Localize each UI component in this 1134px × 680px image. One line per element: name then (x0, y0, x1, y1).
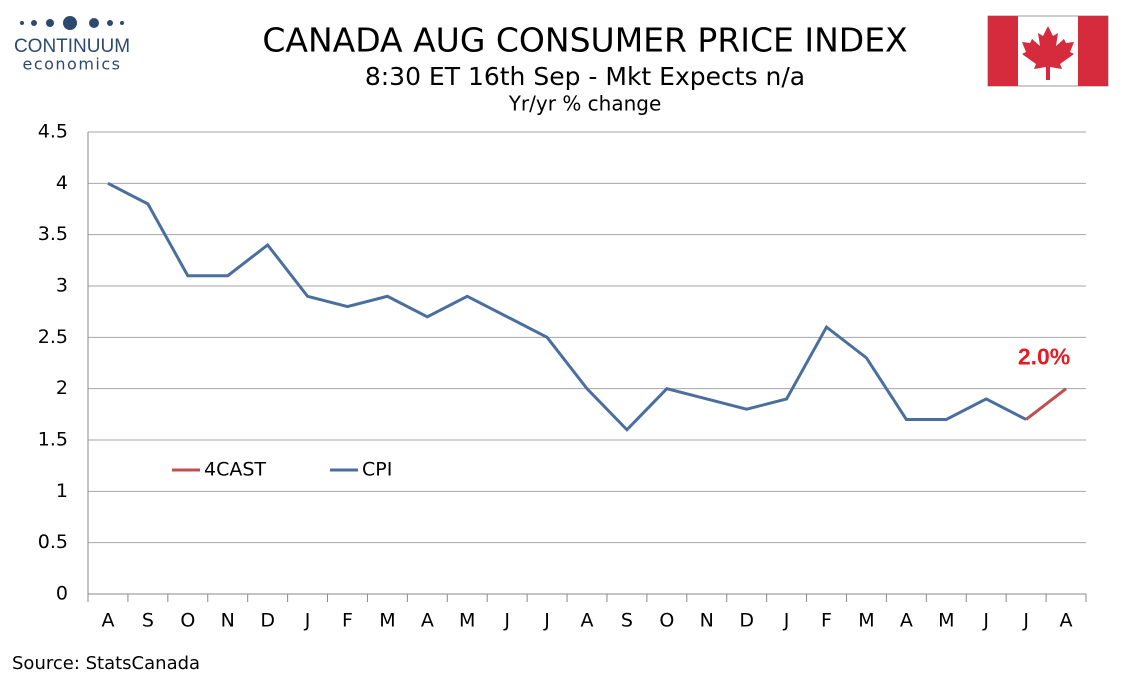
y-tick-label: 1 (56, 480, 68, 502)
data-label: 2.0% (1018, 344, 1070, 370)
chart-title: CANADA AUG CONSUMER PRICE INDEX (262, 21, 907, 60)
x-tick-label: O (180, 610, 195, 632)
x-tick-label: J (1022, 610, 1029, 632)
y-tick-label: 2.5 (38, 326, 68, 348)
logo-tagline: economics (22, 55, 121, 74)
x-tick-label: A (900, 610, 913, 632)
y-axis-label: Yr/yr % change (508, 92, 662, 116)
x-tick-label: F (821, 610, 832, 632)
x-tick-label: J (783, 610, 790, 632)
y-tick-label: 3.5 (38, 223, 68, 245)
y-tick-label: 0.5 (38, 531, 68, 553)
x-tick-label: J (304, 610, 311, 632)
x-tick-label: A (421, 610, 434, 632)
legend-label: 4CAST (204, 459, 266, 481)
x-tick-label: M (858, 610, 874, 632)
x-tick-label: O (659, 610, 674, 632)
y-tick-label: 4 (56, 172, 68, 194)
x-tick-label: A (101, 610, 114, 632)
flag (987, 15, 1109, 87)
series-line (1025, 387, 1067, 421)
x-tick-label: J (503, 610, 510, 632)
x-tick-label: N (221, 610, 235, 632)
x-tick-label: M (938, 610, 954, 632)
x-tick-label: A (581, 610, 594, 632)
x-tick-label: S (621, 610, 633, 632)
x-tick-label: A (1060, 610, 1073, 632)
y-tick-label: 3 (56, 275, 68, 297)
logo-name: CONTINUUM (14, 36, 130, 57)
logo: CONTINUUM economics (14, 16, 130, 74)
x-tick-label: N (700, 610, 714, 632)
series-line (107, 181, 1027, 432)
y-tick-label: 1.5 (38, 429, 68, 451)
y-tick-label: 2 (56, 377, 68, 399)
y-tick-label: 4.5 (38, 121, 68, 143)
source: Source: StatsCanada (12, 653, 200, 674)
x-tick-label: F (342, 610, 353, 632)
y-tick-label: 0 (56, 583, 68, 605)
chart-subtitle: 8:30 ET 16th Sep - Mkt Expects n/a (365, 62, 805, 91)
x-tick-label: M (379, 610, 395, 632)
x-tick-label: D (260, 610, 275, 632)
x-tick-label: J (982, 610, 989, 632)
x-tick-label: S (142, 610, 154, 632)
x-tick-label: D (739, 610, 754, 632)
legend-label: CPI (362, 459, 392, 481)
x-tick-label: M (459, 610, 475, 632)
x-tick-label: J (543, 610, 550, 632)
